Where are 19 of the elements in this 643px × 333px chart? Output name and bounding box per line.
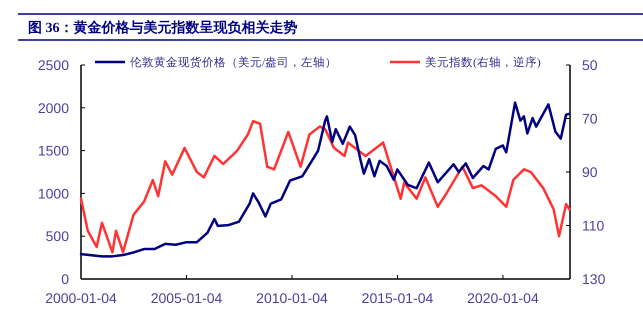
x-tick-label: 2000-01-04: [45, 290, 118, 306]
y2-tick-label: 90: [582, 164, 598, 180]
y-tick-label: 2500: [38, 57, 70, 73]
chart-title: 图 36：黄金价格与美元指数呈现负相关走势: [28, 19, 298, 36]
y-tick-label: 1500: [38, 142, 70, 159]
legend-label: 美元指数(右轴，逆序): [425, 55, 541, 69]
y-tick-label: 2000: [38, 100, 70, 116]
y2-tick-label: 130: [582, 271, 606, 287]
x-tick-label: 2015-01-04: [362, 290, 434, 306]
y2-tick-label: 50: [582, 57, 598, 73]
x-tick-label: 2010-01-04: [256, 290, 328, 306]
x-tick-label: 2005-01-04: [150, 290, 223, 306]
y2-tick-label: 110: [582, 218, 605, 234]
x-tick-label: 2020-01-04: [467, 290, 539, 306]
y2-tick-label: 70: [582, 110, 598, 126]
legend-label: 伦敦黄金现货价格（美元/盎司，左轴）: [130, 55, 338, 69]
y-tick-label: 500: [46, 228, 70, 244]
y-tick-label: 0: [61, 271, 70, 287]
y-tick-label: 1000: [38, 185, 70, 202]
